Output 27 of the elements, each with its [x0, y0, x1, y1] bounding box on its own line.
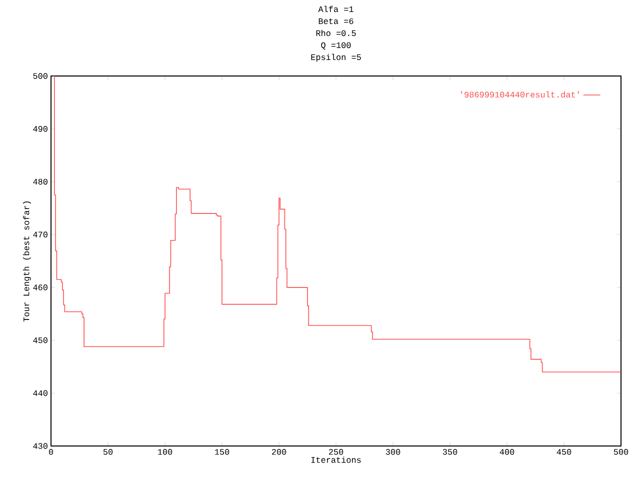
x-tick-label: 250 — [328, 449, 344, 455]
x-tick-label: 50 — [103, 449, 113, 455]
x-axis-title: Iterations — [311, 456, 361, 463]
y-tick-label: 500 — [33, 73, 48, 79]
y-tick-label: 450 — [33, 337, 48, 344]
y-tick-label: 460 — [33, 284, 48, 290]
legend-label: '986999104440result.dat' — [461, 91, 579, 98]
x-tick-label: 300 — [386, 449, 400, 455]
x-tick-label: 500 — [614, 449, 628, 455]
x-tick-label: 100 — [158, 449, 172, 455]
text: Rho =0.5 — [316, 30, 356, 36]
text: Beta =6 — [318, 18, 354, 24]
x-tick-label: 200 — [272, 449, 286, 455]
chart-title: Alfa =1 — [318, 6, 354, 12]
y-tick-label: 430 — [33, 443, 48, 449]
x-tick-label: 350 — [442, 449, 458, 455]
x-tick-label: 0 — [48, 449, 54, 455]
x-tick-label: 400 — [500, 449, 514, 455]
text: Epsilon =5 — [311, 54, 361, 62]
y-tick-label: 440 — [33, 390, 48, 396]
y-tick-label: 490 — [33, 126, 48, 132]
y-tick-label: 480 — [33, 178, 48, 185]
text: Q =100 — [321, 42, 351, 50]
y-axis-title: Tour Length (best sofar) — [23, 201, 31, 322]
y-tick-label: 470 — [33, 232, 48, 238]
x-tick-label: 450 — [556, 449, 572, 455]
x-tick-label: 150 — [214, 449, 230, 455]
